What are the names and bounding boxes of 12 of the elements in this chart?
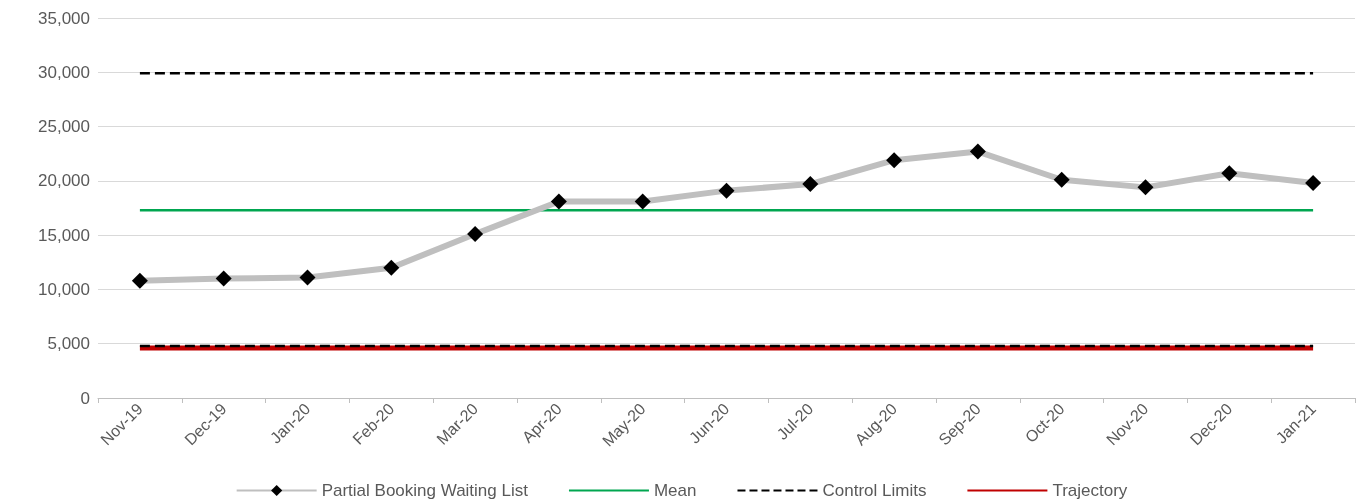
legend-label: Mean bbox=[653, 481, 697, 500]
legend-label: Partial Booking Waiting List bbox=[321, 481, 529, 500]
y-tick-label: 25,000 bbox=[38, 117, 90, 137]
legend-label: Control Limits bbox=[822, 481, 927, 500]
legend-label: Trajectory bbox=[1052, 481, 1128, 500]
y-tick-label: 20,000 bbox=[38, 171, 90, 191]
y-tick-label: 0 bbox=[80, 388, 90, 408]
y-tick-label: 5,000 bbox=[47, 334, 90, 354]
y-tick-label: 10,000 bbox=[38, 279, 90, 299]
y-tick-label: 35,000 bbox=[38, 8, 90, 28]
y-tick-label: 15,000 bbox=[38, 225, 90, 245]
y-tick-label: 30,000 bbox=[38, 62, 90, 82]
